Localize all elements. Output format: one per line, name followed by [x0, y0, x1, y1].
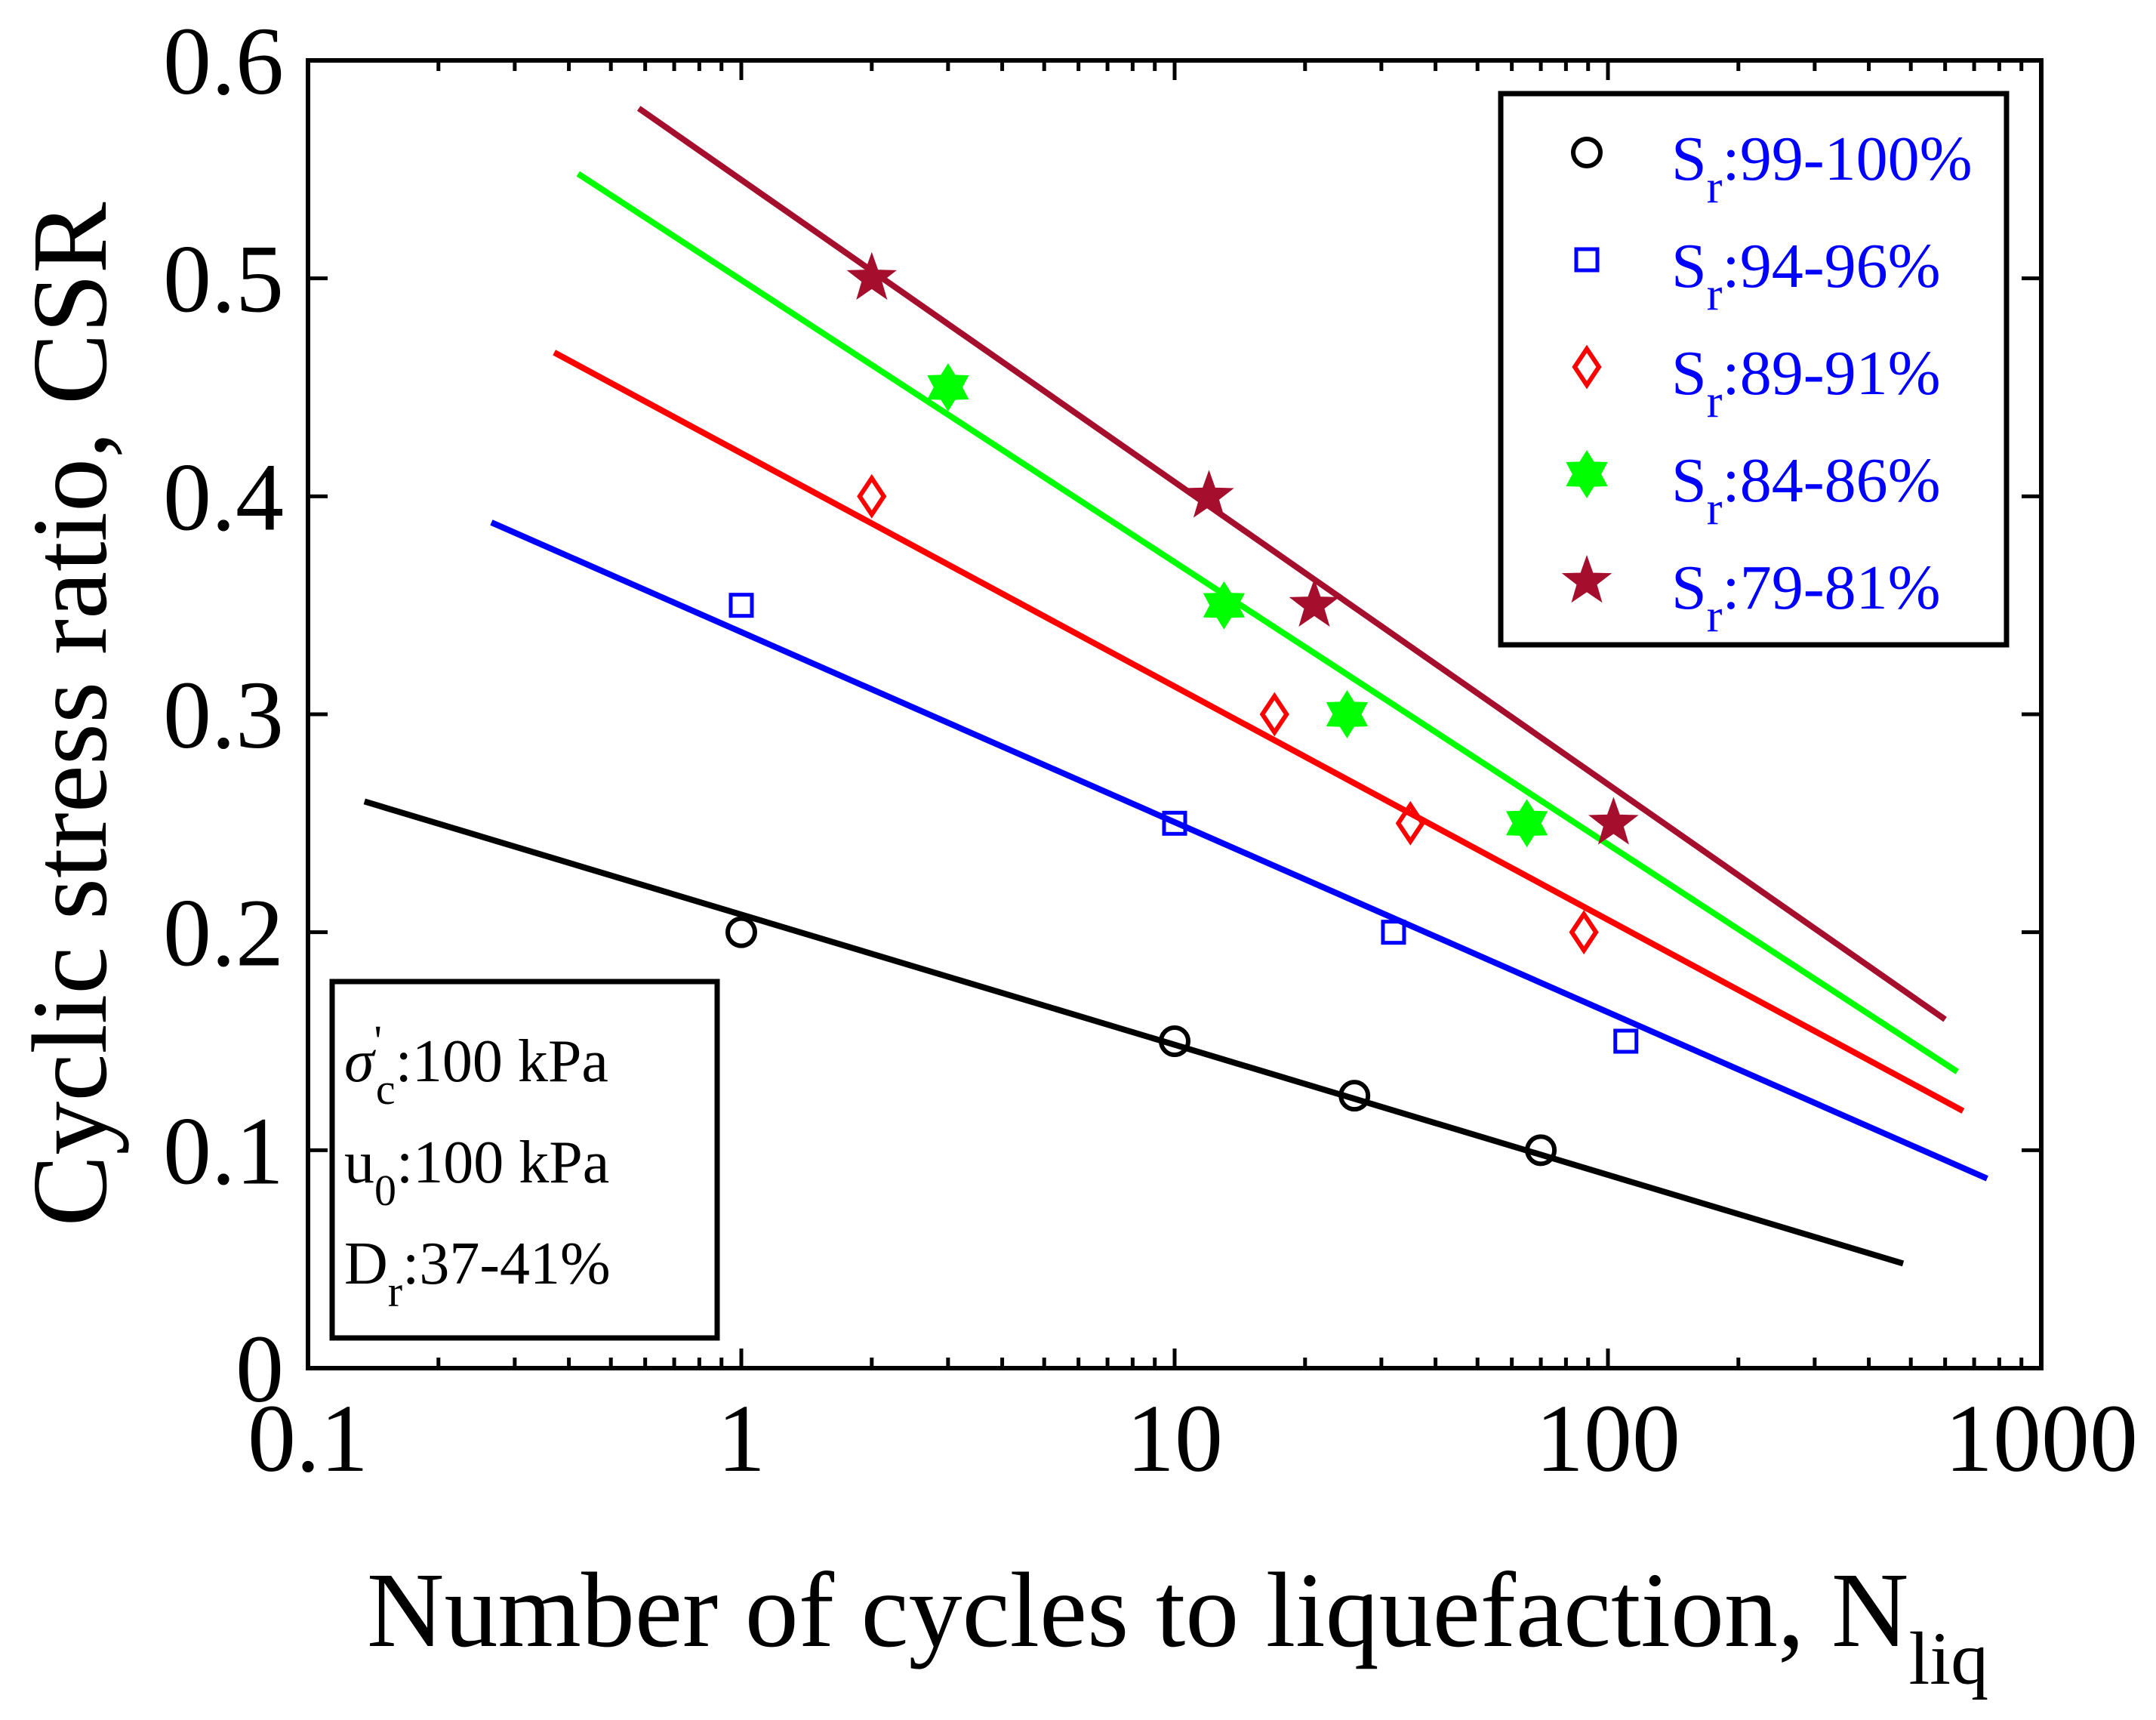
data-point-s1-2	[1381, 920, 1406, 945]
x-tick-label: 10	[1126, 1385, 1223, 1492]
data-markers	[725, 251, 1639, 1167]
data-point-s1-3	[1613, 1028, 1639, 1054]
y-tick-label: 0.1	[163, 1097, 284, 1204]
data-point-s2-1	[1259, 692, 1289, 737]
fit-line-series-0	[363, 798, 1905, 1267]
data-point-s3-0	[927, 363, 969, 412]
legend-label-2: Sr:89-91%	[1671, 338, 1941, 427]
x-axis-label: Number of cycles to liquefaction, Nliq	[367, 1550, 1988, 1700]
y-tick-label: 0.3	[163, 661, 284, 769]
fit-lines	[363, 106, 1988, 1267]
data-point-s4-0	[846, 251, 898, 301]
x-axis-label-sub: liq	[1909, 1617, 1989, 1700]
legend-label-0: Sr:99-100%	[1671, 124, 1973, 213]
data-point-s3-3	[1505, 799, 1548, 848]
data-point-s0-3	[1525, 1134, 1557, 1167]
data-point-s1-1	[1162, 810, 1187, 836]
data-point-s0-0	[725, 916, 757, 948]
legend-label-1: Sr:94-96%	[1671, 231, 1941, 320]
data-point-s4-3	[1588, 797, 1639, 845]
x-tick-label: 1000	[1945, 1385, 2138, 1492]
annotation-frame	[329, 979, 720, 1341]
y-tick-label: 0	[236, 1315, 284, 1423]
data-point-s0-1	[1159, 1025, 1190, 1057]
plot-frame	[306, 58, 2044, 1370]
y-axis-label: Cyclic stress ratio, CSR	[10, 202, 129, 1226]
y-tick-label: 0.5	[163, 226, 284, 333]
x-tick-label: 0.1	[248, 1385, 368, 1492]
legend: Sr:99-100% Sr:94-96% Sr:89-91% Sr:84-86% Sr:…	[1498, 91, 2010, 648]
y-tick-label: 0.2	[163, 880, 284, 987]
y-tick-label: 0.6	[163, 8, 284, 115]
x-tick-label: 1	[717, 1385, 765, 1492]
fit-line-series-3	[576, 171, 1959, 1074]
fit-line-series-4	[636, 106, 1947, 1022]
data-point-s1-0	[728, 593, 754, 618]
annotation-line-0: σ' c:100 kPa	[344, 1016, 608, 1114]
legend-marker-4	[1561, 554, 1612, 603]
data-point-s3-2	[1326, 690, 1369, 738]
legend-marker-0	[1571, 137, 1603, 168]
fit-line-series-2	[553, 350, 1965, 1114]
legend-marker-1	[1574, 247, 1600, 273]
x-tick-label: 100	[1535, 1385, 1680, 1492]
legend-label-3: Sr:84-86%	[1671, 445, 1941, 535]
data-point-s3-1	[1203, 581, 1246, 630]
legend-marker-2	[1572, 344, 1602, 390]
data-point-s2-0	[857, 473, 887, 519]
annotation-line-1: u0:100 kPa	[344, 1130, 609, 1215]
data-point-s2-3	[1569, 910, 1599, 955]
legend-marker-3	[1566, 450, 1608, 498]
data-point-s4-2	[1289, 578, 1340, 627]
annotation-line-2: Dr:37-41%	[344, 1231, 611, 1316]
data-point-s0-2	[1338, 1080, 1371, 1112]
fit-line-series-1	[490, 519, 1988, 1182]
legend-label-4: Sr:79-81%	[1671, 553, 1941, 642]
y-tick-label: 0.4	[163, 443, 284, 550]
data-point-s4-1	[1184, 470, 1234, 518]
test-conditions-box: σ' c:100 kPa u0:100 kPa Dr:37-41%	[329, 979, 720, 1341]
legend-frame	[1498, 91, 2010, 648]
data-point-s2-2	[1395, 800, 1425, 846]
